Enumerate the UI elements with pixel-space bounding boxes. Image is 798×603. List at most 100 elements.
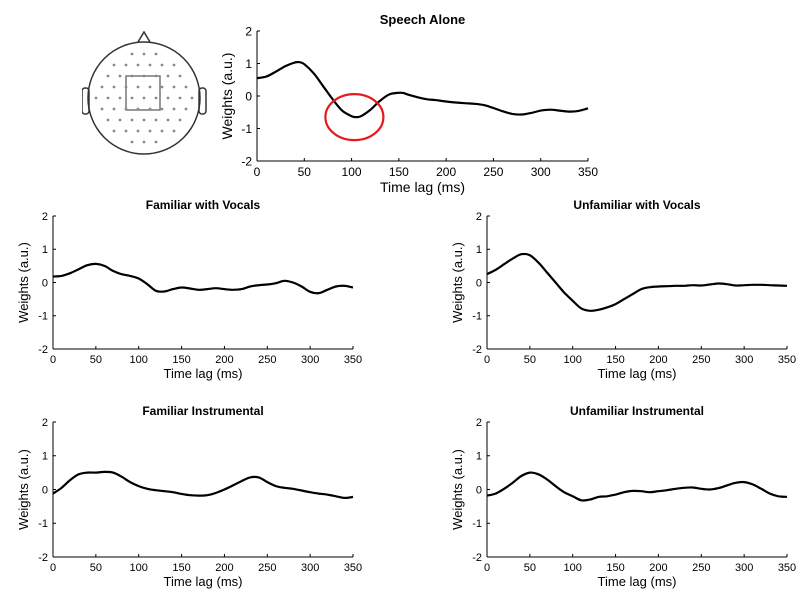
electrode-dot xyxy=(106,96,110,100)
chart-title: Speech Alone xyxy=(380,12,465,27)
y-axis-label: Weights (a.u.) xyxy=(16,449,31,530)
x-axis-label: Time lag (ms) xyxy=(164,366,243,381)
y-tick-label: 2 xyxy=(42,417,48,429)
y-tick-label: 0 xyxy=(42,484,48,496)
x-tick-label: 350 xyxy=(778,562,796,574)
electrode-dot xyxy=(142,140,146,144)
chart-panel-familiar-with-vocals: 0 50 100 150 200 250 300 350 -2 -1 0 1 2 Familiar wit… xyxy=(16,198,362,381)
electrode-dot xyxy=(118,96,122,100)
electrode-dot xyxy=(142,52,146,56)
series-line xyxy=(486,471,788,502)
y-axis-label: Weights (a.u.) xyxy=(450,242,465,323)
electrode-dot xyxy=(148,63,152,67)
x-tick-label: 300 xyxy=(735,562,753,574)
electrode-dot xyxy=(124,63,128,67)
electrode-dot xyxy=(154,118,158,122)
x-tick-label: 300 xyxy=(301,562,319,574)
chart-panel-unfamiliar-with-vocals: 0 50 100 150 200 250 300 350 -2 -1 0 1 2 Unfamiliar w… xyxy=(450,198,796,381)
electrode-dot xyxy=(106,74,110,78)
y-tick-label: 2 xyxy=(476,211,482,223)
x-tick-label: 250 xyxy=(692,562,710,574)
electrode-dot xyxy=(172,107,176,111)
region-of-interest-square xyxy=(125,75,161,111)
x-tick-label: 0 xyxy=(254,165,261,179)
electrode-dot xyxy=(136,63,140,67)
y-tick-label: 2 xyxy=(42,211,48,223)
electrode-dot xyxy=(148,107,152,111)
x-axis-label: Time lag (ms) xyxy=(380,179,465,195)
electrode-dot xyxy=(148,85,152,89)
chart-panel-unfamiliar-instrumental: 0 50 100 150 200 250 300 350 -2 -1 0 1 2 Unfamiliar I… xyxy=(450,404,796,589)
electrode-dot xyxy=(172,85,176,89)
electrode-dot xyxy=(100,107,104,111)
x-tick-label: 200 xyxy=(649,354,667,366)
electrode-dot xyxy=(160,63,164,67)
electrode-dot xyxy=(154,140,158,144)
electrode-dots xyxy=(94,52,194,144)
x-axis-label: Time lag (ms) xyxy=(164,574,243,589)
chart-panel-familiar-instrumental: 0 50 100 150 200 250 300 350 -2 -1 0 1 2 Familiar Ins… xyxy=(16,404,362,589)
x-tick-label: 100 xyxy=(130,354,148,366)
x-tick-label: 150 xyxy=(172,354,190,366)
x-tick-label: 300 xyxy=(735,354,753,366)
head-outline xyxy=(87,41,201,155)
x-tick-label: 350 xyxy=(344,354,362,366)
x-tick-label: 300 xyxy=(301,354,319,366)
series-line xyxy=(52,470,354,500)
y-tick-label: 0 xyxy=(245,89,252,103)
electrode-dot xyxy=(148,129,152,133)
electrode-dot xyxy=(130,140,134,144)
series-line xyxy=(52,262,354,295)
electrode-dot xyxy=(94,96,98,100)
x-tick-label: 0 xyxy=(484,354,490,366)
electrode-dot xyxy=(166,96,170,100)
x-tick-label: 100 xyxy=(564,354,582,366)
electrode-dot xyxy=(112,129,116,133)
x-tick-label: 250 xyxy=(483,165,503,179)
electrode-dot xyxy=(178,96,182,100)
electrode-dot xyxy=(112,63,116,67)
x-tick-label: 50 xyxy=(90,562,102,574)
electrode-dot xyxy=(130,74,134,78)
y-tick-label: 1 xyxy=(42,244,48,256)
chart-title: Familiar Instrumental xyxy=(142,404,263,418)
x-tick-label: 100 xyxy=(130,562,148,574)
electrode-dot xyxy=(124,107,128,111)
y-tick-label: -1 xyxy=(38,518,48,530)
electrode-dot xyxy=(130,52,134,56)
chart-panel-speech-alone: 0 50 100 150 200 250 300 350 -2 -1 0 1 2 Speech Alone… xyxy=(219,12,598,195)
electrode-dot xyxy=(142,74,146,78)
x-tick-label: 200 xyxy=(649,562,667,574)
y-tick-label: 1 xyxy=(42,451,48,463)
x-tick-label: 150 xyxy=(389,165,409,179)
x-tick-label: 250 xyxy=(258,562,276,574)
y-tick-label: -2 xyxy=(38,344,48,356)
y-tick-label: 2 xyxy=(245,24,252,38)
electrode-dot xyxy=(106,118,110,122)
highlight-circle xyxy=(324,93,385,142)
x-axis-label: Time lag (ms) xyxy=(598,366,677,381)
electrode-dot xyxy=(136,107,140,111)
electrode-dot xyxy=(112,85,116,89)
x-tick-label: 350 xyxy=(578,165,598,179)
electrode-dot xyxy=(154,74,158,78)
x-tick-label: 150 xyxy=(606,354,624,366)
electrode-dot xyxy=(166,74,170,78)
x-tick-label: 250 xyxy=(692,354,710,366)
chart-title: Unfamiliar with Vocals xyxy=(573,198,700,212)
x-tick-label: 0 xyxy=(50,562,56,574)
electrode-dot xyxy=(166,118,170,122)
y-tick-label: -2 xyxy=(241,154,252,168)
x-tick-label: 250 xyxy=(258,354,276,366)
electrode-dot xyxy=(154,96,158,100)
y-tick-label: -1 xyxy=(241,122,252,136)
right-ear-shape xyxy=(198,87,207,115)
electrode-dot xyxy=(160,85,164,89)
electrode-dot xyxy=(178,74,182,78)
electrode-dot xyxy=(130,118,134,122)
y-tick-label: -1 xyxy=(38,311,48,323)
chart-title: Familiar with Vocals xyxy=(146,198,261,212)
electrode-dot xyxy=(130,96,134,100)
y-tick-label: 2 xyxy=(476,417,482,429)
x-axis-label: Time lag (ms) xyxy=(598,574,677,589)
